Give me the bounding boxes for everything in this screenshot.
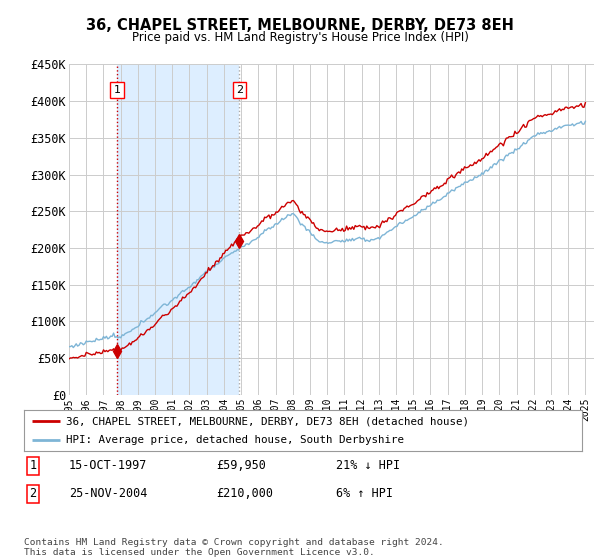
Bar: [117, 64, 239, 395]
Text: HPI: Average price, detached house, South Derbyshire: HPI: Average price, detached house, Sout…: [66, 435, 404, 445]
Text: 36, CHAPEL STREET, MELBOURNE, DERBY, DE73 8EH: 36, CHAPEL STREET, MELBOURNE, DERBY, DE7…: [86, 18, 514, 33]
Text: 2: 2: [29, 487, 37, 501]
Text: 25-NOV-2004: 25-NOV-2004: [69, 487, 148, 501]
Text: 1: 1: [29, 459, 37, 473]
Text: 15-OCT-1997: 15-OCT-1997: [69, 459, 148, 473]
Text: 2: 2: [236, 85, 243, 95]
Text: 21% ↓ HPI: 21% ↓ HPI: [336, 459, 400, 473]
Text: £59,950: £59,950: [216, 459, 266, 473]
Text: 6% ↑ HPI: 6% ↑ HPI: [336, 487, 393, 501]
Text: £210,000: £210,000: [216, 487, 273, 501]
Text: 1: 1: [113, 85, 121, 95]
Text: Price paid vs. HM Land Registry's House Price Index (HPI): Price paid vs. HM Land Registry's House …: [131, 31, 469, 44]
Text: 36, CHAPEL STREET, MELBOURNE, DERBY, DE73 8EH (detached house): 36, CHAPEL STREET, MELBOURNE, DERBY, DE7…: [66, 417, 469, 426]
Text: Contains HM Land Registry data © Crown copyright and database right 2024.
This d: Contains HM Land Registry data © Crown c…: [24, 538, 444, 557]
